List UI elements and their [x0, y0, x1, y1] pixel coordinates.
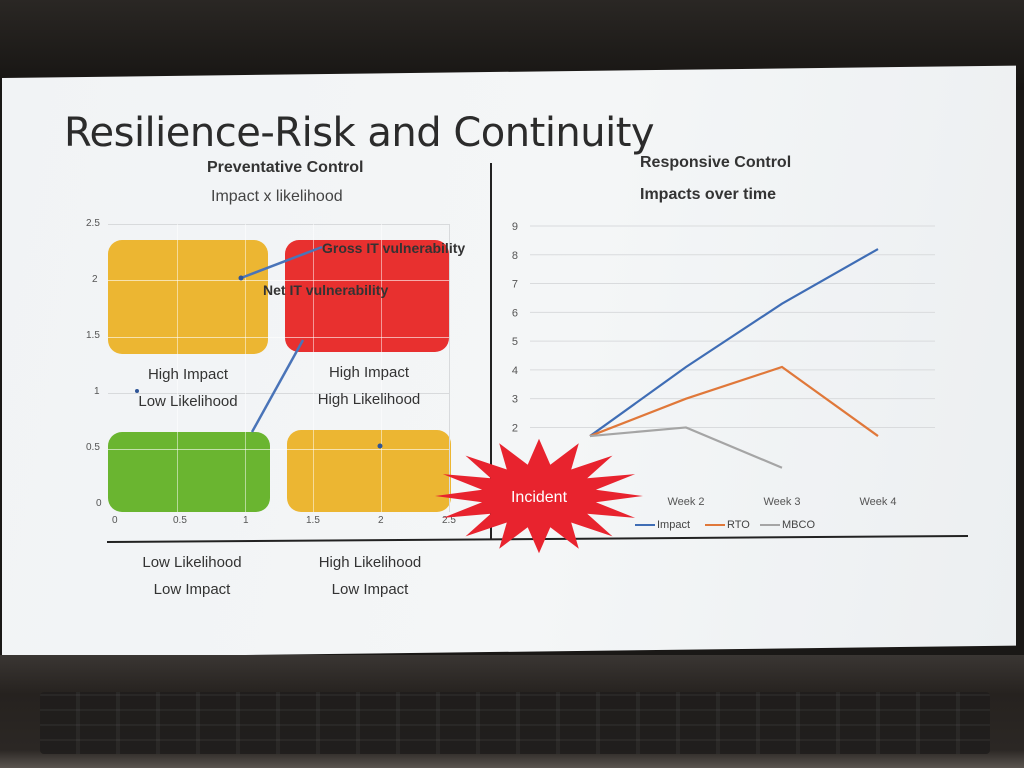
y-tick: 1.5	[86, 330, 100, 341]
legend-item: MBCO	[760, 519, 815, 531]
slide-title: Resilience-Risk and Continuity	[64, 110, 655, 156]
incident-label: Incident	[510, 489, 568, 506]
legend-swatch	[635, 524, 655, 527]
x-tick-label: Week 4	[859, 496, 896, 508]
y-tick: 0.5	[86, 442, 100, 453]
y-tick: 0	[96, 498, 102, 509]
gridline	[108, 449, 450, 450]
gridline	[108, 224, 450, 225]
x-tick: 2.5	[442, 515, 456, 526]
gridline	[108, 280, 450, 281]
legend-label: RTO	[727, 519, 750, 531]
y-tick-label: 2	[512, 422, 518, 434]
gridline	[449, 224, 450, 512]
gridline	[108, 337, 450, 338]
data-point	[377, 443, 383, 449]
gridline	[245, 224, 246, 512]
y-tick-label: 9	[512, 221, 518, 233]
quadrant-label-line: High Likelihood	[317, 391, 421, 408]
gross-vulnerability-line	[240, 245, 323, 280]
y-tick-label: 4	[512, 365, 518, 377]
quadrant-high-impact-high-likelihood	[285, 240, 449, 352]
left-subheading: Impact x likelihood	[211, 188, 343, 205]
quadrant-label-line: High Impact	[328, 364, 410, 381]
x-tick-label: Week 3	[763, 496, 800, 508]
legend-label: MBCO	[782, 519, 815, 531]
left-heading: Preventative Control	[207, 159, 364, 176]
gridline	[108, 393, 450, 394]
quadrant-high-impact-low-likelihood	[108, 240, 268, 354]
starburst-shape	[435, 438, 643, 554]
series-line-impact	[589, 248, 879, 437]
data-point	[135, 389, 139, 393]
x-tick: 1.5	[306, 515, 320, 526]
y-tick-label: 3	[512, 394, 518, 406]
series-line-mbco	[589, 426, 783, 469]
quadrant-label: High Impact High Likelihood	[287, 359, 451, 413]
legend-item: RTO	[705, 519, 750, 531]
gross-vulnerability-label: Gross IT vulnerability	[322, 240, 466, 256]
net-vulnerability-label: Net IT vulnerability	[263, 282, 389, 298]
quadrant-label: Low Likelihood Low Impact	[108, 549, 276, 603]
quadrant-label-line: High Impact	[147, 366, 229, 383]
legend-swatch	[705, 524, 725, 527]
gridline	[381, 224, 382, 512]
x-tick: 0.5	[173, 515, 187, 526]
laptop-keyboard	[40, 692, 990, 754]
gridline	[313, 224, 314, 512]
quadrant-label-line: Low Likelihood	[138, 393, 238, 410]
legend-item: Impact	[635, 519, 690, 531]
y-tick: 1	[94, 386, 100, 397]
quadrant-label: High Likelihood Low Impact	[287, 549, 453, 603]
legend-label: Impact	[657, 519, 691, 531]
y-tick: 2.5	[86, 218, 100, 229]
y-tick-label: 8	[512, 250, 518, 262]
quadrant-label-line: Low Impact	[153, 581, 231, 598]
incident-starburst	[435, 438, 643, 554]
y-tick: 2	[92, 274, 98, 285]
quadrant-label-line: Low Likelihood	[142, 554, 242, 571]
quadrant-label: High Impact Low Likelihood	[108, 361, 268, 415]
y-tick-label: 5	[512, 336, 518, 348]
x-tick-label: Week 2	[667, 496, 704, 508]
quadrant-high-likelihood-low-impact	[287, 430, 451, 512]
x-tick: 1	[243, 515, 249, 526]
right-heading: Responsive Control	[640, 154, 792, 171]
x-tick: 2	[378, 515, 384, 526]
gridline	[177, 224, 178, 512]
y-tick-label: 6	[512, 307, 518, 319]
net-vulnerability-line	[250, 339, 305, 433]
x-tick: 0	[112, 515, 118, 526]
legend-swatch	[760, 524, 780, 527]
series-line-rto	[589, 365, 879, 438]
laptop-edge	[0, 750, 1024, 768]
right-subheading: Impacts over time	[640, 186, 777, 203]
quadrant-low-likelihood-low-impact	[108, 432, 270, 512]
y-tick-label: 7	[512, 279, 518, 291]
data-point	[238, 275, 244, 281]
quadrant-label-line: High Likelihood	[318, 554, 422, 571]
quadrant-label-line: Low Impact	[331, 581, 409, 598]
